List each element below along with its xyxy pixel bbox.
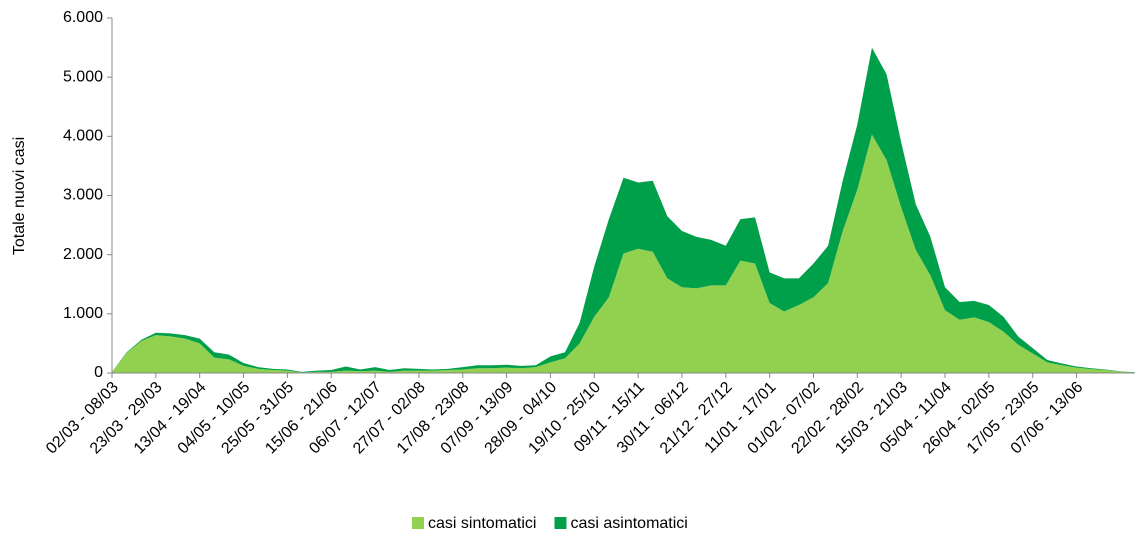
y-tick-label: 1.000 <box>63 305 103 322</box>
area <box>112 47 1135 373</box>
y-tick-label: 2.000 <box>63 246 103 263</box>
legend-label: casi asintomatici <box>570 515 687 532</box>
y-tick-label: 5.000 <box>63 68 103 85</box>
y-tick-label: 4.000 <box>63 128 103 145</box>
y-tick-label: 0 <box>94 364 103 381</box>
legend-swatch <box>554 517 567 529</box>
y-tick-label: 6.000 <box>63 9 103 26</box>
y-axis-label: Totale nuovi casi <box>11 137 28 255</box>
legend-swatch <box>412 517 424 529</box>
area <box>112 134 1135 373</box>
y-tick-label: 3.000 <box>63 187 103 204</box>
legend-label: casi sintomatici <box>428 515 536 532</box>
